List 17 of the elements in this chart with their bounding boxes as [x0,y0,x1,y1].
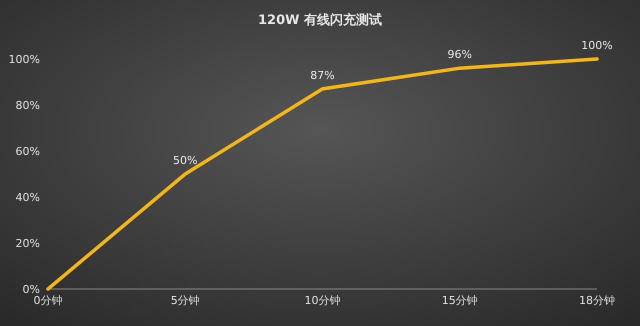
line-series [46,57,599,291]
y-tick-label: 20% [16,237,40,250]
x-tick-label: 5分钟 [170,294,200,307]
data-label: 87% [310,68,335,82]
x-tick-label: 0分钟 [34,294,62,307]
y-tick-label: 40% [16,191,40,204]
data-label: 96% [448,48,472,62]
y-tick-label: 80% [16,99,40,112]
x-tick-label: 18分钟 [579,294,615,307]
y-tick-label: 60% [16,145,40,158]
chart-title: 120W 有线闪充测试 [258,12,382,28]
data-label: 100% [581,39,613,52]
x-tick-label: 10分钟 [304,294,340,307]
y-tick-label: 0% [22,283,40,296]
x-tick-label: 15分钟 [442,294,478,307]
y-tick-label: 100% [8,53,40,66]
data-label: 50% [173,154,198,167]
